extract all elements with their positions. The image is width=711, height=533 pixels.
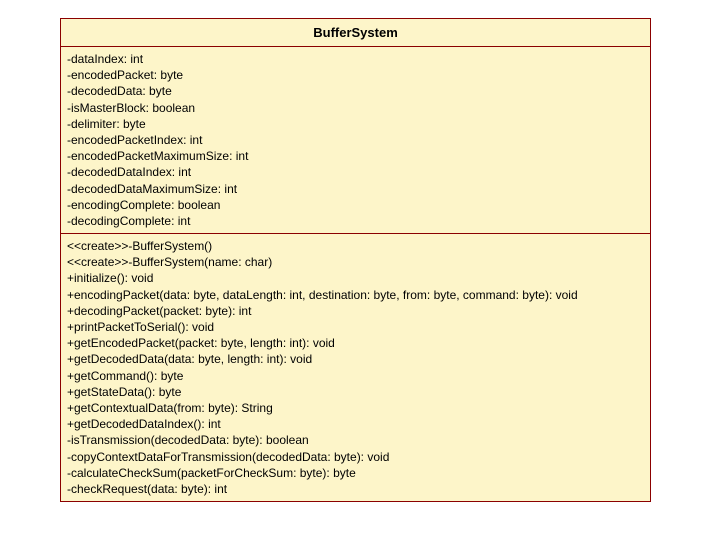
attribute-row: -dataIndex: int	[67, 51, 644, 67]
operation-row: <<create>>-BufferSystem(name: char)	[67, 254, 644, 270]
attribute-row: -encodedPacketMaximumSize: int	[67, 148, 644, 164]
attribute-row: -isMasterBlock: boolean	[67, 100, 644, 116]
attribute-row: -decodedDataIndex: int	[67, 164, 644, 180]
attributes-compartment: -dataIndex: int -encodedPacket: byte -de…	[61, 47, 650, 234]
operation-row: +initialize(): void	[67, 270, 644, 286]
operations-compartment: <<create>>-BufferSystem() <<create>>-Buf…	[61, 234, 650, 501]
operation-row: -copyContextDataForTransmission(decodedD…	[67, 449, 644, 465]
operation-row: -isTransmission(decodedData: byte): bool…	[67, 432, 644, 448]
operation-row: +getEncodedPacket(packet: byte, length: …	[67, 335, 644, 351]
attribute-row: -decodedData: byte	[67, 83, 644, 99]
attribute-row: -encodedPacketIndex: int	[67, 132, 644, 148]
operation-row: +encodingPacket(data: byte, dataLength: …	[67, 287, 644, 303]
attribute-row: -encodedPacket: byte	[67, 67, 644, 83]
uml-class-box: BufferSystem -dataIndex: int -encodedPac…	[60, 18, 651, 502]
attribute-row: -decodedDataMaximumSize: int	[67, 181, 644, 197]
attribute-row: -decodingComplete: int	[67, 213, 644, 229]
operation-row: +decodingPacket(packet: byte): int	[67, 303, 644, 319]
class-name: BufferSystem	[61, 19, 650, 47]
operation-row: +printPacketToSerial(): void	[67, 319, 644, 335]
attribute-row: -encodingComplete: boolean	[67, 197, 644, 213]
operation-row: +getStateData(): byte	[67, 384, 644, 400]
operation-row: +getDecodedDataIndex(): int	[67, 416, 644, 432]
operation-row: +getContextualData(from: byte): String	[67, 400, 644, 416]
operation-row: <<create>>-BufferSystem()	[67, 238, 644, 254]
operation-row: +getCommand(): byte	[67, 368, 644, 384]
attribute-row: -delimiter: byte	[67, 116, 644, 132]
operation-row: -calculateCheckSum(packetForCheckSum: by…	[67, 465, 644, 481]
operation-row: +getDecodedData(data: byte, length: int)…	[67, 351, 644, 367]
operation-row: -checkRequest(data: byte): int	[67, 481, 644, 497]
